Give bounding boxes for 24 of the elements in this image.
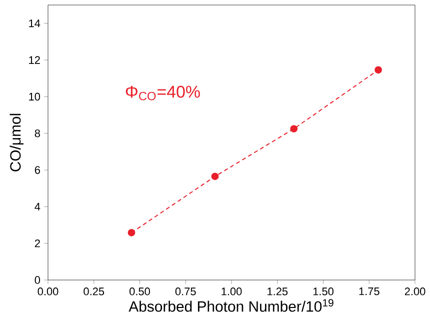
annotation: Φ$_{CO}$=40% [126,86,200,100]
point [290,125,298,132]
y-tick-label: 10 [29,92,40,101]
x-tick-label: 1.25 [268,288,288,296]
x-tick-label: 0.25 [84,288,104,296]
x-tick-label: 0.75 [175,288,196,296]
point [374,66,382,74]
x-tick-label: 2.00 [404,288,426,296]
y-tick-label: 14 [29,20,40,28]
x-tick-label: 1.00 [222,288,242,296]
x-tick-label: 1.75 [359,288,380,296]
point [211,172,219,180]
y-axis-title: CO/μmol [10,114,24,172]
x-tick-label: 0.50 [130,288,150,296]
y-tick-label: 12 [29,56,40,64]
y-tick-label: 4 [34,202,40,210]
x-tick-label: 1.50 [313,288,334,296]
y-tick-label: 0 [34,276,40,284]
y-tick-label: 6 [34,166,40,174]
x-axis-title: Absorbed Photon Number/10$^{19}$ [128,299,334,312]
x-tick-label: 0.00 [38,288,58,296]
y-tick-label: 2 [34,240,40,248]
y-tick-label: 8 [34,129,40,138]
point [128,229,136,236]
